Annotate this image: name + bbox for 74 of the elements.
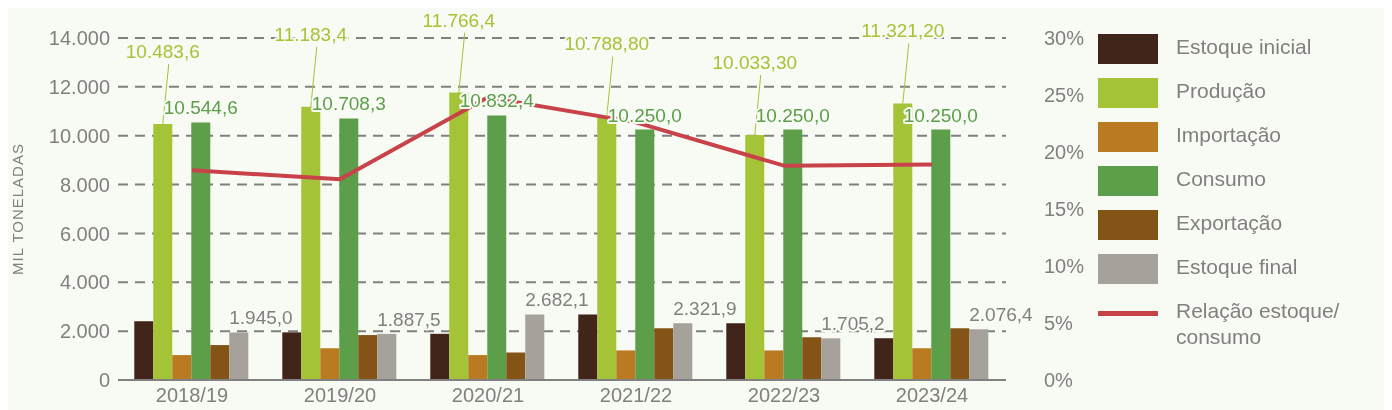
y2-tick-label: 20% xyxy=(1044,141,1085,164)
y2-tick-label: 30% xyxy=(1044,27,1085,50)
bar xyxy=(783,129,803,380)
y2-tick-label: 25% xyxy=(1044,84,1085,107)
y-tick-label: 10.000 xyxy=(48,124,110,147)
legend-label: Estoque final xyxy=(1176,254,1299,280)
y-tick-label: 2.000 xyxy=(59,320,110,343)
legend-label: Exportação xyxy=(1176,210,1284,236)
legend-label: Produção xyxy=(1176,78,1267,104)
bar xyxy=(802,337,822,380)
bar xyxy=(377,333,397,380)
data-label: 10.250,0 xyxy=(607,104,682,126)
y2-tick-label: 15% xyxy=(1044,198,1085,221)
bar xyxy=(635,129,655,380)
data-label: 1.887,5 xyxy=(377,308,441,330)
bar xyxy=(468,355,488,380)
y-tick-label: 6.000 xyxy=(59,222,110,245)
bar xyxy=(487,115,507,380)
bar xyxy=(210,345,230,380)
y-tick-label: 0 xyxy=(98,369,110,392)
data-label: 2.682,1 xyxy=(525,289,589,311)
data-label: 10.788,80 xyxy=(564,33,650,55)
legend-label: Estoque inicial xyxy=(1176,34,1313,60)
bar xyxy=(821,338,841,380)
x-tick-label: 2022/23 xyxy=(747,384,821,407)
x-tick-label: 2018/19 xyxy=(155,384,229,407)
data-label: 2.321,9 xyxy=(673,298,737,320)
data-label: 1.945,0 xyxy=(229,307,293,329)
data-label: 10.250,0 xyxy=(755,104,830,126)
bar xyxy=(191,122,211,380)
bar xyxy=(525,314,545,380)
y2-tick-label: 0% xyxy=(1044,369,1074,392)
bar xyxy=(578,314,598,380)
bar xyxy=(673,323,693,380)
bar xyxy=(282,332,302,380)
data-label: 10.033,30 xyxy=(712,51,798,73)
data-label: 1.705,2 xyxy=(821,313,885,335)
bar xyxy=(726,323,746,380)
legend-label: Importação xyxy=(1176,122,1283,148)
bar xyxy=(764,350,784,380)
x-tick-label: 2023/24 xyxy=(895,384,969,407)
x-tick-label: 2019/20 xyxy=(303,384,377,407)
data-label: 10.544,6 xyxy=(163,97,238,119)
bar xyxy=(950,328,970,380)
bar xyxy=(229,332,249,380)
y-tick-label: 4.000 xyxy=(59,271,110,294)
bar xyxy=(320,348,340,380)
data-label: 2.076,4 xyxy=(969,304,1034,326)
bar xyxy=(358,335,378,380)
bar xyxy=(172,355,192,380)
y2-tick-label: 10% xyxy=(1044,255,1085,278)
bar xyxy=(616,350,636,380)
data-label: 11.766,4 xyxy=(422,9,496,31)
data-label: 10.483,6 xyxy=(125,40,200,62)
bar xyxy=(931,129,951,380)
y-axis-title: MIL TONELADAS xyxy=(9,143,27,275)
bar xyxy=(430,333,450,380)
y2-tick-label: 5% xyxy=(1044,312,1074,335)
y-tick-label: 8.000 xyxy=(59,173,110,196)
legend-label: Consumo xyxy=(1176,166,1267,192)
data-label: 10.708,3 xyxy=(311,93,386,115)
data-label: 11.321,20 xyxy=(861,20,945,42)
bar xyxy=(969,329,989,380)
bar xyxy=(506,352,526,380)
bar xyxy=(339,118,359,380)
bar xyxy=(654,328,674,380)
bar xyxy=(912,348,932,380)
y-tick-label: 14.000 xyxy=(48,27,110,50)
bar xyxy=(874,338,894,380)
x-tick-label: 2020/21 xyxy=(451,384,525,407)
legend-label: Relação estoque/ consumo xyxy=(1176,298,1341,350)
x-tick-label: 2021/22 xyxy=(599,384,673,407)
bar xyxy=(134,321,154,380)
y-tick-label: 12.000 xyxy=(48,75,110,98)
